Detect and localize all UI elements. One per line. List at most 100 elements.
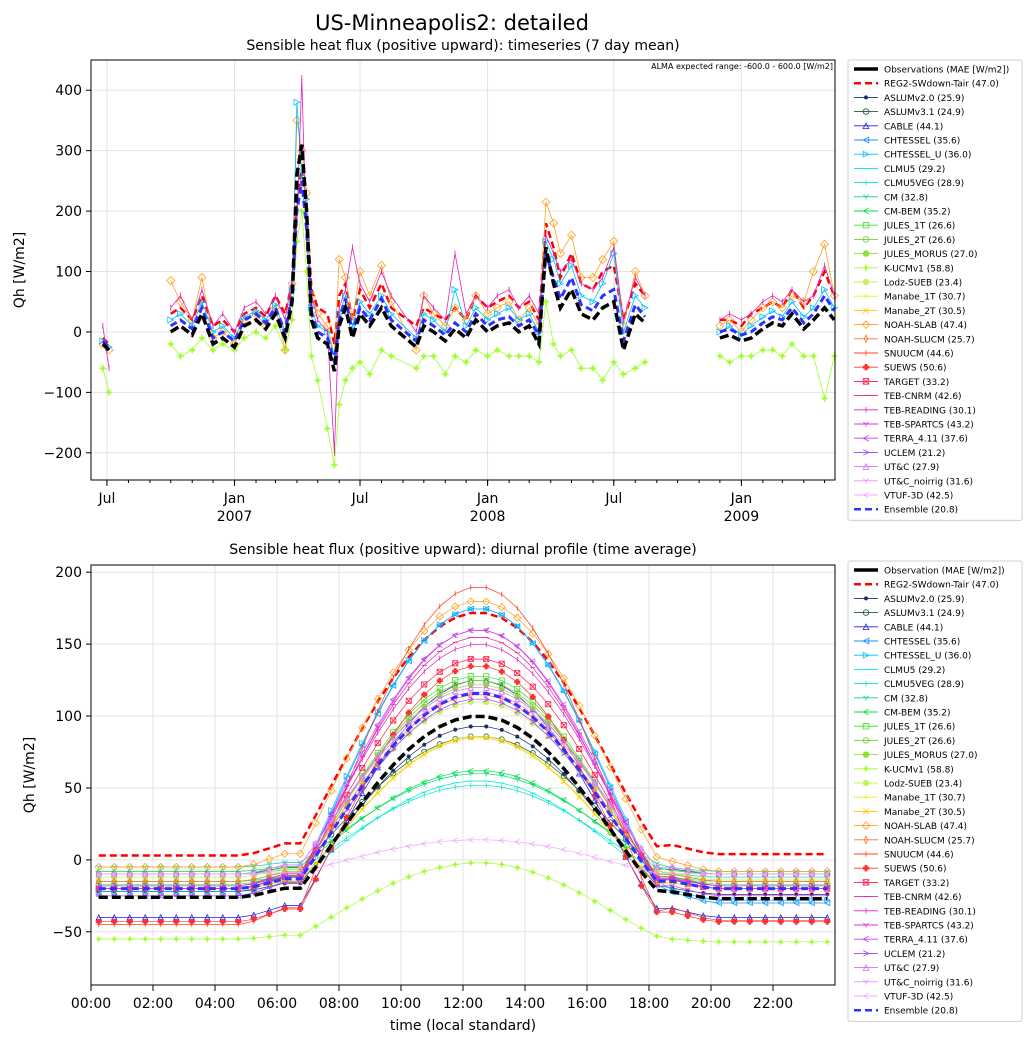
diurnal-series-noah-slab-47-4-point bbox=[110, 862, 119, 872]
legend-entry-teb-cnrm-42-6-label: TEB-CNRM (42.6) bbox=[883, 392, 962, 402]
timeseries-series-k-ucmv1-58-8-point bbox=[252, 327, 261, 336]
legend-entry-jules-1t-26-6-marker bbox=[862, 221, 870, 229]
diurnal-series-noah-slab-47-4-point bbox=[218, 862, 227, 872]
diurnal-series-target-33-2-point-x bbox=[467, 656, 474, 662]
diurnal-series-suews-50-6-point bbox=[777, 918, 784, 925]
diurnal-series-target-33-2-point bbox=[436, 668, 443, 675]
diurnal-series-ut-c-noirrig-31-6-point bbox=[312, 841, 319, 847]
diurnal-xtick-label: 08:00 bbox=[319, 996, 359, 1012]
diurnal-series-noah-slab-47-4-point bbox=[156, 862, 165, 872]
diurnal-series-vtuf-3d-42-5-point bbox=[358, 853, 366, 860]
diurnal-series-vtuf-3d-42-5-point bbox=[343, 857, 350, 864]
timeseries-series-k-ucmv1-58-8-point bbox=[188, 346, 197, 355]
legend-entry-aslumv2-0-25-9-label: ASLUMv2.0 (25.9) bbox=[884, 595, 964, 605]
legend-entry-cm-32-8-marker bbox=[862, 695, 870, 701]
diurnal-series-target-33-2-point-x bbox=[498, 660, 505, 667]
timeseries-series-noah-slab-47-4-point bbox=[334, 254, 344, 264]
diurnal-series-snuucm-44-6 bbox=[98, 587, 828, 925]
diurnal-series-ut-c-noirrig-31-6-point bbox=[467, 689, 474, 695]
diurnal-series-noah-slab-47-4-point bbox=[637, 825, 646, 834]
timeseries-series-k-ucmv1-58-8-point bbox=[514, 352, 523, 361]
diurnal-series-manabe-2t-30-5-point bbox=[374, 790, 381, 796]
diurnal-series-chtessel-u-36-0-point bbox=[545, 661, 552, 668]
legend-entry-cable-44-1-marker bbox=[862, 623, 870, 630]
diurnal-series-terra-4-11-37-6-point bbox=[358, 750, 366, 756]
timeseries-series-chtessel-u-36-0-point bbox=[349, 322, 357, 330]
diurnal-series-k-ucmv1-58-8-point bbox=[792, 938, 800, 946]
diurnal-series-jules-1t-26-6-point bbox=[467, 673, 474, 680]
diurnal-series-suews-50-6-point bbox=[452, 668, 459, 675]
timeseries-series-chtessel-u-36-0-point bbox=[484, 316, 492, 324]
diurnal-series-noah-slab-47-4-point bbox=[621, 794, 630, 804]
diurnal-series-terra-4-11-37-6-point bbox=[343, 780, 350, 787]
timeseries-series-noah-slab-47-4-point bbox=[566, 230, 577, 240]
diurnal-series-chtessel-35-6-point bbox=[420, 637, 428, 644]
timeseries-series-ensemble-20-8 bbox=[101, 180, 836, 363]
diurnal-series-terra-4-11-37-6-point bbox=[482, 627, 490, 634]
diurnal-series-target-33-2-point bbox=[421, 681, 428, 688]
diurnal-series-target-33-2-point bbox=[591, 771, 598, 778]
diurnal-series-target-33-2-point-x bbox=[529, 683, 536, 690]
timeseries-series-k-ucmv1-58-8-point bbox=[209, 346, 218, 355]
diurnal-series-jules-1t-26-6-point bbox=[483, 673, 490, 680]
diurnal-series-target-33-2-point-x bbox=[421, 681, 428, 688]
legend-entry-target-33-2-marker bbox=[862, 378, 870, 385]
diurnal-series-target-33-2-point-x bbox=[545, 701, 552, 708]
diurnal-series-k-ucmv1-58-8-point bbox=[405, 873, 413, 881]
diurnal-series-manabe-2t-30-5-point bbox=[576, 794, 583, 800]
timeseries-series-k-ucmv1-58-8-point bbox=[240, 333, 249, 343]
diurnal-series-terra-4-11-37-6-point bbox=[575, 728, 583, 735]
diurnal-series-k-ucmv1-58-8-point bbox=[653, 932, 661, 940]
diurnal-series-chtessel-u-36-0-point bbox=[731, 896, 738, 904]
diurnal-series-target-33-2-point bbox=[529, 683, 536, 690]
diurnal-series-k-ucmv1-58-8-point bbox=[281, 931, 289, 939]
diurnal-series-ut-c-noirrig-31-6-point bbox=[436, 700, 443, 705]
diurnal-series-ut-c-noirrig-31-6-point bbox=[498, 693, 505, 699]
legend-entry-chtessel-u-36-0-label: CHTESSEL_U (36.0) bbox=[884, 151, 971, 161]
diurnal-series-aslumv2-0-25-9-point bbox=[499, 727, 504, 732]
diurnal-series-vtuf-3d-42-5-point bbox=[420, 840, 428, 847]
diurnal-series-k-ucmv1-58-8-point bbox=[250, 934, 258, 942]
timeseries-series-noah-slab-47-4-point bbox=[280, 345, 290, 355]
diurnal-series-aslumv2-0-25-9-point bbox=[546, 756, 551, 761]
timeseries-series-k-ucmv1-58-8-point bbox=[588, 364, 598, 373]
diurnal-series-target-33-2-point bbox=[483, 656, 490, 663]
diurnal-series-target-33-2-point bbox=[467, 656, 474, 663]
diurnal-series-k-ucmv1-58-8-point bbox=[560, 881, 568, 889]
timeseries-series-chtessel-u-36-0-point bbox=[219, 322, 227, 330]
diurnal-series-vtuf-3d-42-5-point bbox=[389, 846, 397, 852]
diurnal-series-noah-slab-47-4-point bbox=[683, 861, 692, 870]
diurnal-series-noah-slab-47-4-point bbox=[187, 862, 196, 872]
diurnal-series-noah-slucm-25-7-point bbox=[546, 726, 551, 737]
timeseries-series-k-ucmv1-58-8-point bbox=[787, 340, 797, 349]
legend-entry-target-33-2-label: TARGET (33.2) bbox=[883, 378, 949, 388]
diurnal-series-ut-c-noirrig-31-6-point bbox=[638, 846, 645, 852]
timeseries-series-k-ucmv1-58-8-point bbox=[631, 364, 640, 373]
legend-entry-teb-reading-30-1-label: TEB-READING (30.1) bbox=[883, 907, 976, 917]
diurnal-series-target-33-2-point-x bbox=[374, 740, 381, 746]
timeseries-ylabel: Qh [W/m2] bbox=[12, 232, 28, 308]
timeseries-series-chtessel-u-36-0-point bbox=[550, 255, 558, 264]
timeseries-series-k-ucmv1-58-8-point bbox=[261, 333, 270, 343]
figure-suptitle: US-Minneapolis2: detailed bbox=[315, 11, 589, 35]
legend-entry-jules-1t-26-6-label: JULES_1T (26.6) bbox=[883, 222, 955, 232]
timeseries-series-k-ucmv1-58-8-point bbox=[197, 333, 206, 343]
diurnal-series-noah-slab-47-4-point bbox=[513, 613, 522, 622]
diurnal-series-vtuf-3d-42-5-point bbox=[327, 861, 335, 868]
diurnal-series-target-33-2-point bbox=[359, 765, 366, 772]
diurnal-series-chtessel-u-36-0-point bbox=[467, 605, 475, 613]
legend-entry-aslumv2-0-25-9-marker bbox=[864, 95, 869, 100]
diurnal-series-teb-spartcs-43-2-point bbox=[157, 893, 164, 899]
diurnal-series-uclem-21-2-point bbox=[653, 875, 661, 882]
diurnal-series-vtuf-3d-42-5-point bbox=[157, 871, 164, 878]
diurnal-series-suews-50-6-point bbox=[715, 918, 722, 925]
diurnal-series-k-ucmv1-58-8-point bbox=[684, 936, 692, 944]
diurnal-series-ut-c-27-9-point bbox=[390, 734, 397, 741]
diurnal-panel: Sensible heat flux (positive upward): di… bbox=[22, 542, 1023, 1034]
timeseries-series-chtessel-u-36-0-point bbox=[356, 298, 364, 306]
diurnal-series-teb-spartcs-43-2-point bbox=[266, 885, 273, 891]
diurnal-series-suews-50-6-point bbox=[746, 918, 753, 925]
diurnal-series-vtuf-3d-42-5-point bbox=[606, 858, 614, 865]
timeseries-series-noah-slab-47-4-point bbox=[746, 315, 756, 325]
diurnal-series-suews-50-6-point bbox=[808, 918, 815, 925]
